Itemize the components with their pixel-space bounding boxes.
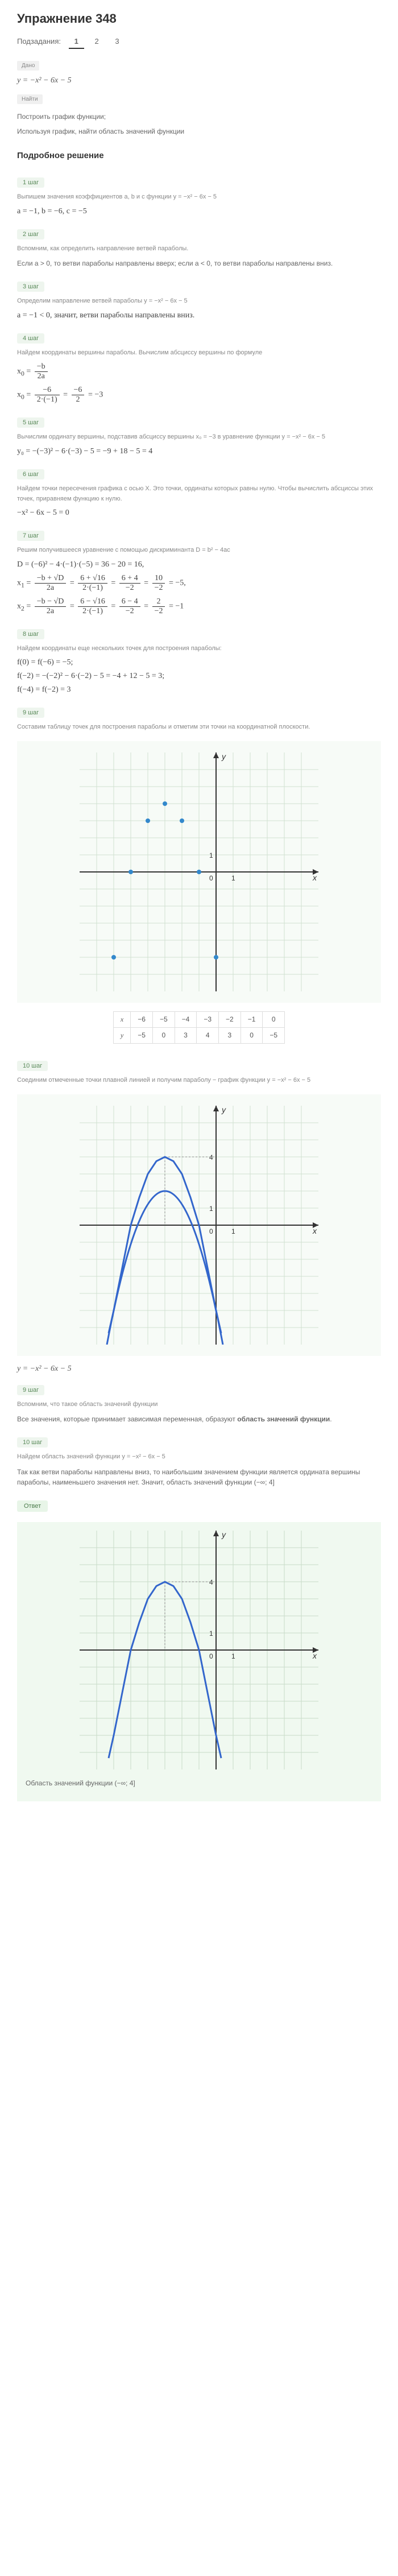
step-text: Так как ветви параболы направлены вниз, … [17,1467,381,1487]
given-formula: y = −x² − 6x − 5 [17,76,381,85]
step-desc: Определим направление ветвей параболы y … [17,296,381,307]
step-badge: 9 шаг [17,708,44,718]
svg-text:y: y [221,1106,226,1114]
step-badge: 2 шаг [17,229,44,239]
svg-text:0: 0 [209,1652,213,1660]
step-math: a = −1 < 0, значит, ветви параболы напра… [17,311,381,320]
table-cell: −5 [263,1027,285,1043]
svg-text:1: 1 [231,874,235,882]
solution-title: Подробное решение [17,151,381,160]
step-desc: Решим получившееся уравнение с помощью д… [17,545,381,556]
step-desc: Вычислим ординату вершины, подставив абс… [17,432,381,443]
step-badge: 9 шаг [17,1385,44,1395]
tab-2[interactable]: 2 [89,35,104,48]
svg-text:x: x [312,1651,317,1660]
svg-text:y: y [221,752,226,761]
step-badge: 1 шаг [17,177,44,188]
step-badge: 6 шаг [17,469,44,479]
answer-result: Область значений функции (−∞; 4] [26,1778,372,1788]
step-text: Все значения, которые принимает зависима… [17,1414,381,1424]
step-desc: Найдем координаты еще нескольких точек д… [17,644,381,654]
table-cell: −2 [219,1011,241,1027]
find-text1: Построить график функции; [17,111,381,122]
step-desc: Найдем координаты вершины параболы. Вычи… [17,348,381,358]
step-math: x1 = −b + √D2a = 6 + √162·(−1) = 6 + 4−2… [17,574,381,593]
table-cell: −1 [241,1011,263,1027]
table-cell: 0 [263,1011,285,1027]
step-badge: 5 шаг [17,417,44,428]
table-cell: −5 [152,1011,175,1027]
step-math: y₀ = −(−3)² − 6·(−3) − 5 = −9 + 18 − 5 =… [17,447,381,456]
svg-text:4: 4 [209,1153,213,1161]
subtasks-label: Подзадания: [17,37,61,46]
table-cell: 0 [241,1027,263,1043]
svg-text:x: x [312,1226,317,1235]
step-badge: 10 шаг [17,1061,48,1071]
table-row: y −5 0 3 4 3 0 −5 [113,1027,284,1043]
svg-text:1: 1 [209,1630,213,1638]
chart-svg: x y 0 1 1 4 [80,1531,318,1769]
tab-1[interactable]: 1 [69,35,84,49]
step-badge: 7 шаг [17,531,44,541]
svg-text:1: 1 [231,1227,235,1235]
answer-section: x y 0 1 1 4 Область значений функции (−∞… [17,1522,381,1801]
svg-text:0: 0 [209,1227,213,1235]
table-cell: 0 [152,1027,175,1043]
step-badge: 3 шаг [17,282,44,292]
parabola-chart: x y 0 1 1 4 [17,1094,381,1356]
table-cell: −3 [197,1011,219,1027]
step-math: x2 = −b − √D2a = 6 − √162·(−1) = 6 − 4−2… [17,597,381,616]
step-badge: 8 шаг [17,629,44,639]
chart-svg: x y 0 1 1 4 [80,1106,318,1345]
table-cell: −4 [175,1011,197,1027]
chart-svg: x y 0 1 1 [80,752,318,991]
svg-text:1: 1 [231,1652,235,1660]
svg-text:4: 4 [209,1578,213,1586]
page-title: Упражнение 348 [17,11,381,26]
step-math: f(0) = f(−6) = −5; [17,658,381,667]
step-badge: 4 шаг [17,333,44,344]
table-cell: −5 [131,1027,153,1043]
table-cell: x [113,1011,130,1027]
svg-text:0: 0 [209,874,213,882]
find-label: Найти [17,94,43,104]
svg-text:1: 1 [209,851,213,859]
step-math: x0 = −62·(−1) = −62 = −3 [17,386,381,404]
tab-3[interactable]: 3 [109,35,125,48]
table-cell: −6 [131,1011,153,1027]
step-math: Если a > 0, то ветви параболы направлены… [17,258,381,268]
table-cell: 3 [219,1027,241,1043]
points-table: x −6 −5 −4 −3 −2 −1 0 y −5 0 3 4 3 0 −5 [113,1011,285,1044]
step-math: f(−4) = f(−2) = 3 [17,685,381,694]
step-desc: Соединим отмеченные точки плавной линией… [17,1076,381,1086]
svg-text:y: y [221,1531,226,1539]
find-text2: Используя график, найти область значений… [17,126,381,137]
table-cell: 4 [197,1027,219,1043]
step-math: D = (−6)² − 4·(−1)·(−5) = 36 − 20 = 16, [17,560,381,569]
step-math: f(−2) = −(−2)² − 6·(−2) − 5 = −4 + 12 − … [17,672,381,681]
step-badge: 10 шаг [17,1437,48,1448]
table-cell: 3 [175,1027,197,1043]
formula-repeat: y = −x² − 6x − 5 [17,1365,381,1374]
given-label: Дано [17,61,39,71]
answer-label: Ответ [17,1500,48,1512]
step-desc: Вспомним, как определить направление вет… [17,244,381,254]
step-math: a = −1, b = −6, c = −5 [17,207,381,216]
scatter-chart: x y 0 1 1 [17,741,381,1003]
table-cell: y [113,1027,130,1043]
table-row: x −6 −5 −4 −3 −2 −1 0 [113,1011,284,1027]
step-frac: x0 = −b2a [17,362,381,381]
step-desc: Вспомним, что такое область значений фун… [17,1400,381,1410]
step-desc: Выпишем значения коэффициентов a, b и c … [17,192,381,202]
step-math: −x² − 6x − 5 = 0 [17,508,381,518]
step-desc: Составим таблицу точек для построения па… [17,722,381,733]
step-desc: Найдем область значений функции y = −x² … [17,1452,381,1462]
subtasks-row: Подзадания: 1 2 3 [17,35,381,49]
svg-text:x: x [312,873,317,882]
svg-text:1: 1 [209,1205,213,1213]
step-desc: Найдем точки пересечения графика с осью … [17,484,381,504]
